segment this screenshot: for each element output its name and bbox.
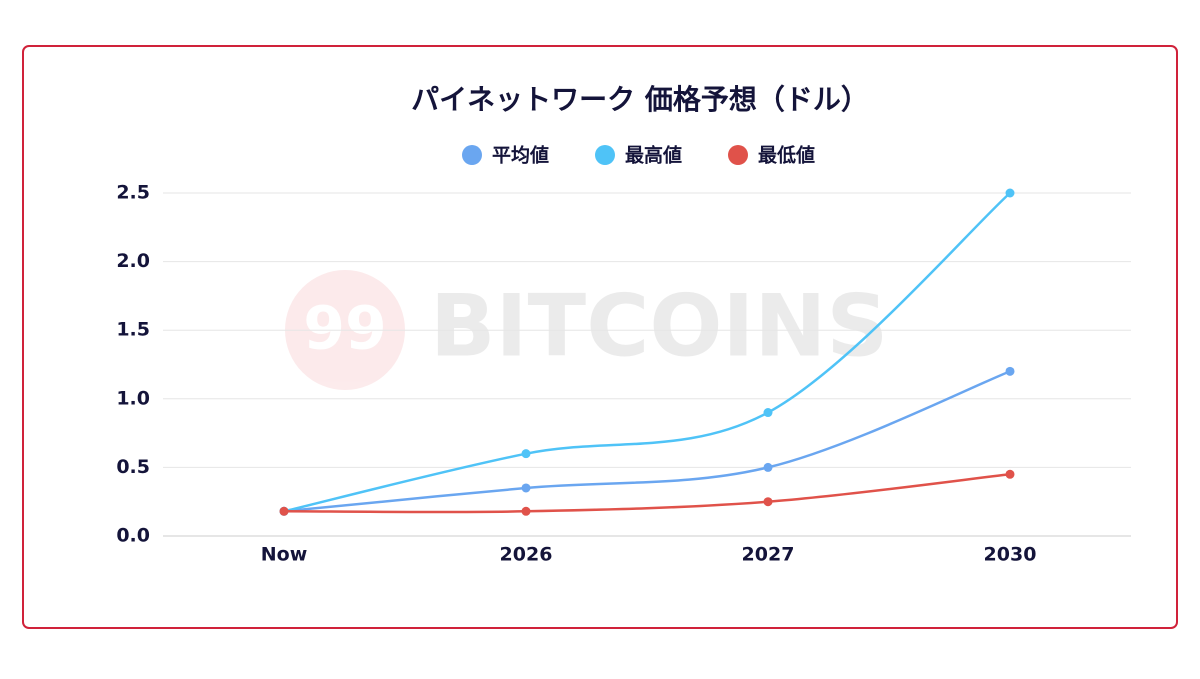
data-point (521, 506, 531, 516)
x-tick-label: Now (261, 544, 308, 566)
y-tick-label: 1.5 (116, 319, 150, 341)
watermark-badge-text: 99 (303, 294, 387, 364)
chart-title: パイネットワーク 価格予想（ドル） (411, 83, 869, 116)
watermark-text: BITCOINS (430, 276, 888, 376)
chart-frame (22, 45, 1178, 629)
data-point (763, 462, 773, 472)
legend-label: 最高値 (625, 144, 682, 167)
legend-swatch (462, 145, 482, 165)
legend-label: 平均値 (492, 144, 549, 167)
series-line (283, 370, 1011, 513)
series-line (283, 192, 1011, 513)
legend-label: 最低値 (758, 144, 815, 167)
x-tick-label: 2026 (500, 544, 553, 566)
data-point (521, 483, 531, 493)
data-point (279, 506, 289, 516)
series-line (283, 473, 1011, 514)
data-point (1005, 469, 1015, 479)
legend-swatch (595, 145, 615, 165)
legend-swatch (728, 145, 748, 165)
x-tick-label: 2030 (984, 544, 1037, 566)
data-point (763, 497, 773, 507)
y-tick-label: 2.5 (116, 182, 150, 204)
x-tick-label: 2027 (742, 544, 795, 566)
data-point (1005, 188, 1015, 198)
y-tick-label: 1.0 (116, 387, 150, 409)
data-point (1005, 366, 1015, 376)
y-tick-label: 0.0 (116, 525, 150, 547)
data-point (521, 449, 531, 459)
data-point (763, 408, 773, 418)
y-tick-label: 0.5 (116, 456, 150, 478)
y-tick-label: 2.0 (116, 250, 150, 272)
